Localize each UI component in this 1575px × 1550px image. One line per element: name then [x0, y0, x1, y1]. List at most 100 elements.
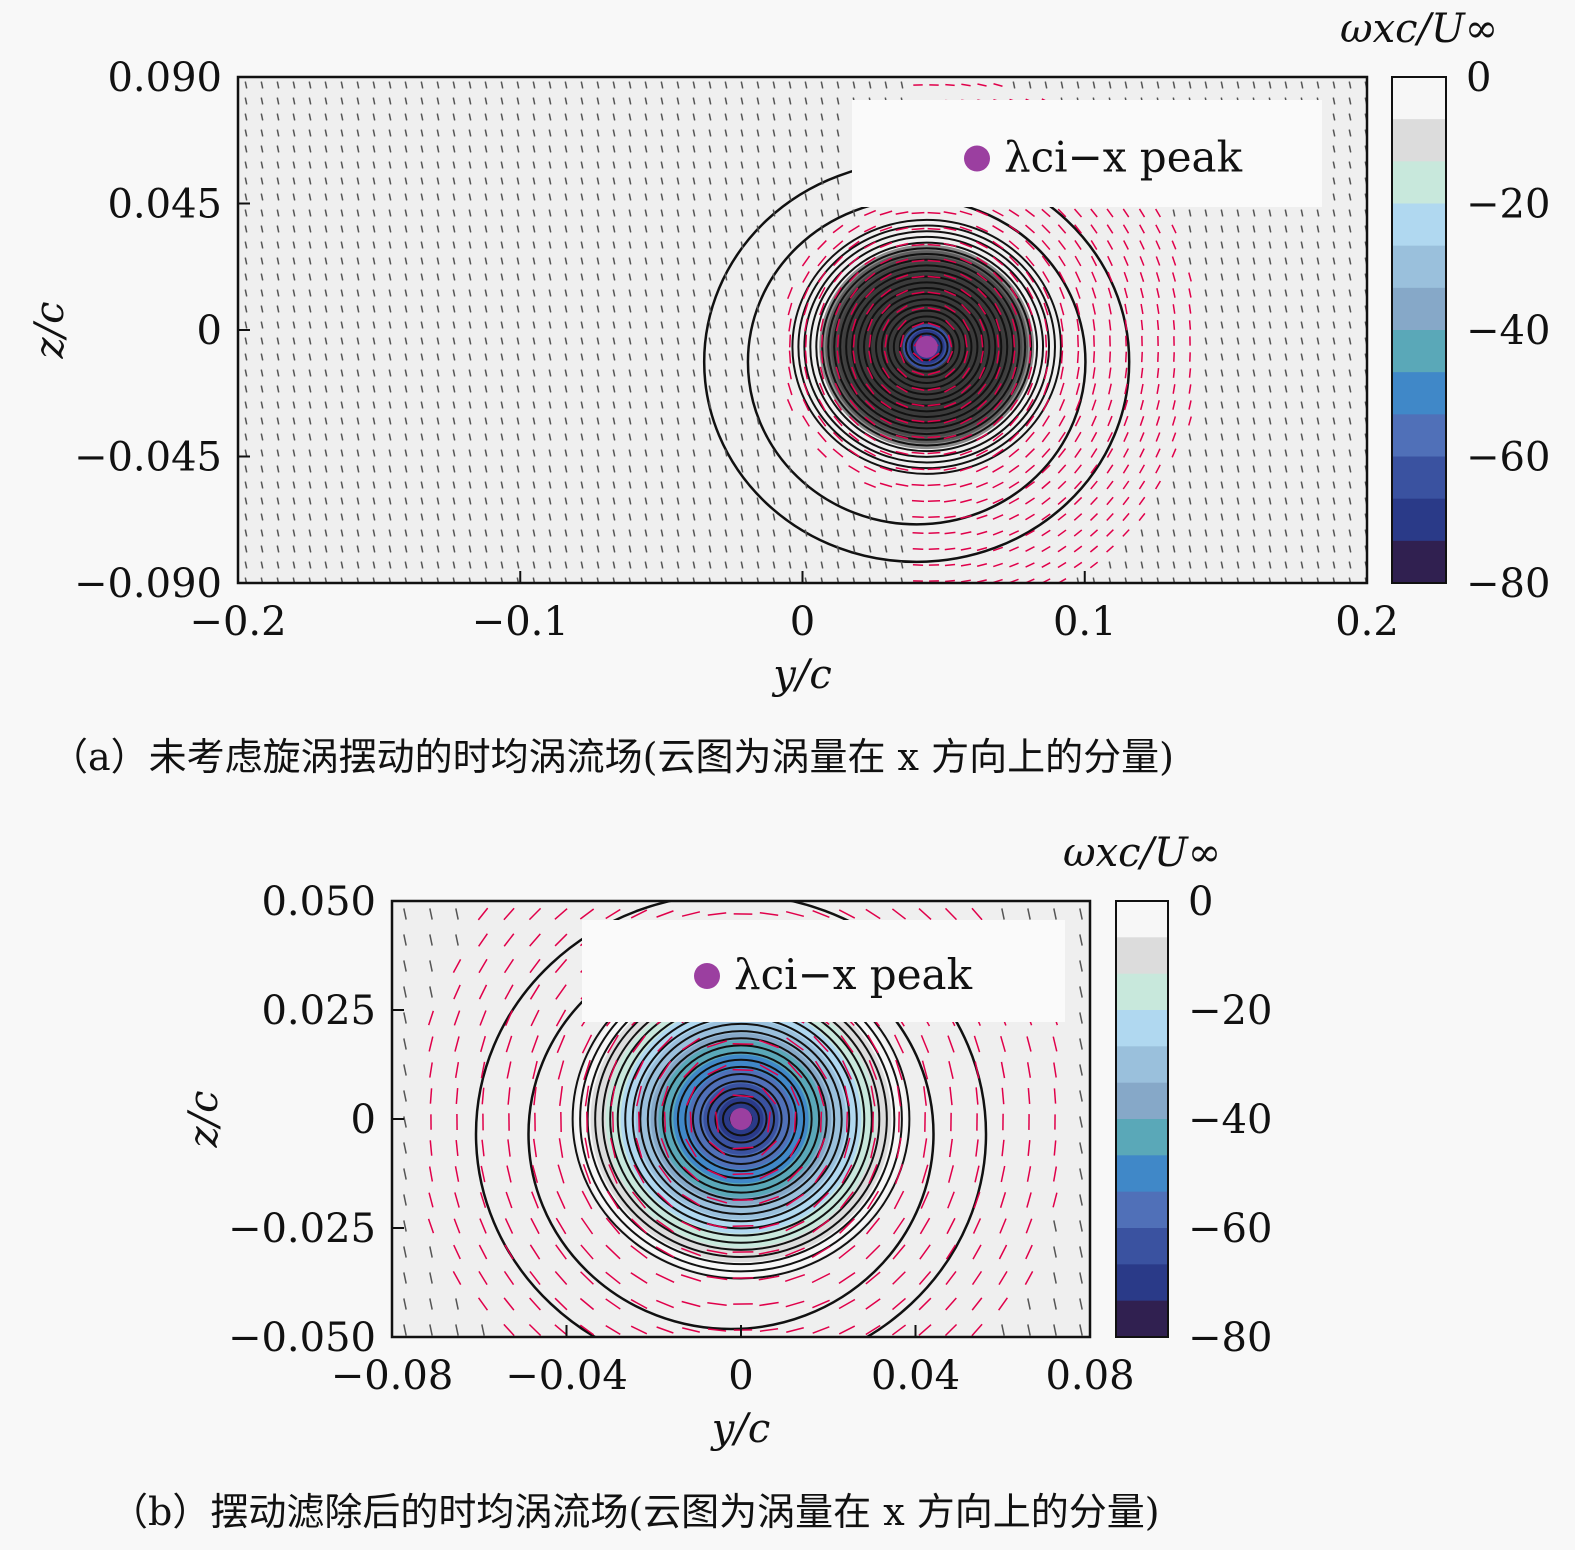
- colorbar-segment: [1116, 1228, 1168, 1266]
- velocity-arrow: [356, 273, 360, 281]
- x-tick-label: 0.2: [1335, 599, 1399, 645]
- velocity-arrow: [740, 225, 744, 233]
- velocity-arrow: [372, 433, 376, 441]
- velocity-arrow: [500, 497, 504, 505]
- velocity-arrow: [468, 337, 472, 345]
- velocity-arrow: [484, 417, 488, 425]
- velocity-arrow: [436, 529, 440, 537]
- velocity-arrow: [802, 271, 810, 283]
- velocity-arrow: [533, 1086, 537, 1106]
- velocity-arrow: [1268, 545, 1272, 553]
- velocity-arrow: [308, 305, 312, 313]
- velocity-arrow: [974, 1061, 980, 1079]
- velocity-arrow: [403, 934, 407, 946]
- velocity-arrow: [564, 225, 568, 233]
- velocity-arrow: [1044, 318, 1048, 332]
- velocity-arrow: [1316, 305, 1320, 313]
- velocity-arrow: [740, 193, 744, 201]
- velocity-arrow: [961, 367, 971, 379]
- velocity-arrow: [1041, 448, 1051, 458]
- velocity-arrow: [1172, 288, 1176, 298]
- velocity-arrow: [1316, 577, 1320, 583]
- velocity-arrow: [388, 577, 392, 583]
- velocity-arrow: [628, 97, 632, 105]
- velocity-arrow: [478, 1244, 488, 1260]
- velocity-arrow: [884, 577, 888, 583]
- velocity-arrow: [1236, 289, 1240, 297]
- velocity-arrow: [921, 1060, 929, 1080]
- velocity-arrow: [660, 449, 664, 457]
- velocity-arrow: [817, 271, 827, 283]
- velocity-arrow: [388, 273, 392, 281]
- velocity-arrow: [244, 369, 248, 377]
- velocity-arrow: [868, 545, 872, 553]
- velocity-arrow: [530, 1009, 540, 1027]
- velocity-arrow: [531, 1035, 539, 1053]
- velocity-arrow: [756, 385, 760, 393]
- velocity-arrow: [388, 529, 392, 537]
- velocity-arrow: [308, 465, 312, 473]
- y-tick-label: −0.050: [228, 1315, 376, 1361]
- velocity-arrow: [324, 529, 328, 537]
- velocity-arrow: [1236, 241, 1240, 249]
- velocity-arrow: [976, 287, 988, 299]
- velocity-arrow: [676, 385, 680, 393]
- velocity-arrow: [564, 113, 568, 121]
- velocity-arrow: [1092, 351, 1096, 363]
- velocity-arrow: [1204, 273, 1208, 281]
- velocity-arrow: [884, 497, 888, 505]
- velocity-arrow: [692, 577, 696, 583]
- velocity-arrow: [804, 161, 808, 169]
- velocity-arrow: [1008, 530, 1020, 536]
- velocity-arrow: [836, 577, 840, 583]
- velocity-arrow: [356, 225, 360, 233]
- velocity-arrow: [580, 561, 584, 569]
- velocity-arrow: [1106, 464, 1114, 474]
- velocity-arrow: [1204, 385, 1208, 393]
- velocity-arrow: [1252, 81, 1256, 89]
- velocity-arrow: [484, 289, 488, 297]
- velocity-arrow: [260, 513, 264, 521]
- velocity-arrow: [1284, 353, 1288, 361]
- velocity-arrow: [554, 1297, 568, 1311]
- velocity-arrow: [260, 449, 264, 457]
- velocity-arrow: [612, 273, 616, 281]
- velocity-arrow: [558, 1086, 564, 1106]
- velocity-arrow: [1332, 385, 1336, 393]
- velocity-arrow: [596, 193, 600, 201]
- velocity-arrow: [881, 303, 891, 315]
- legend-box: [852, 100, 1322, 207]
- velocity-arrow: [644, 385, 648, 393]
- velocity-arrow: [959, 450, 973, 456]
- velocity-arrow: [820, 129, 824, 137]
- velocity-arrow: [292, 401, 296, 409]
- velocity-arrow: [724, 321, 728, 329]
- velocity-arrow: [478, 958, 488, 974]
- velocity-arrow: [944, 1323, 958, 1337]
- velocity-arrow: [1348, 385, 1352, 393]
- velocity-arrow: [403, 986, 407, 998]
- velocity-arrow: [756, 257, 760, 265]
- velocity-arrow: [927, 307, 941, 311]
- velocity-arrow: [848, 240, 860, 250]
- velocity-arrow: [372, 561, 376, 569]
- x-tick-label: −0.1: [472, 599, 569, 645]
- velocity-arrow: [532, 161, 536, 169]
- velocity-arrow: [1028, 334, 1032, 348]
- velocity-arrow: [992, 497, 1004, 505]
- velocity-arrow: [260, 337, 264, 345]
- velocity-arrow: [681, 1037, 701, 1051]
- velocity-arrow: [1076, 350, 1080, 364]
- colorbar-tick-label: −40: [1188, 1097, 1272, 1143]
- velocity-arrow: [436, 481, 440, 489]
- velocity-arrow: [868, 1059, 878, 1081]
- velocity-arrow: [1300, 305, 1304, 313]
- velocity-arrow: [772, 577, 776, 583]
- velocity-arrow: [772, 417, 776, 425]
- velocity-arrow: [596, 97, 600, 105]
- velocity-arrow: [532, 481, 536, 489]
- velocity-arrow: [276, 465, 280, 473]
- velocity-arrow: [1236, 577, 1240, 583]
- velocity-arrow: [1140, 287, 1144, 299]
- velocity-arrow: [1108, 577, 1112, 583]
